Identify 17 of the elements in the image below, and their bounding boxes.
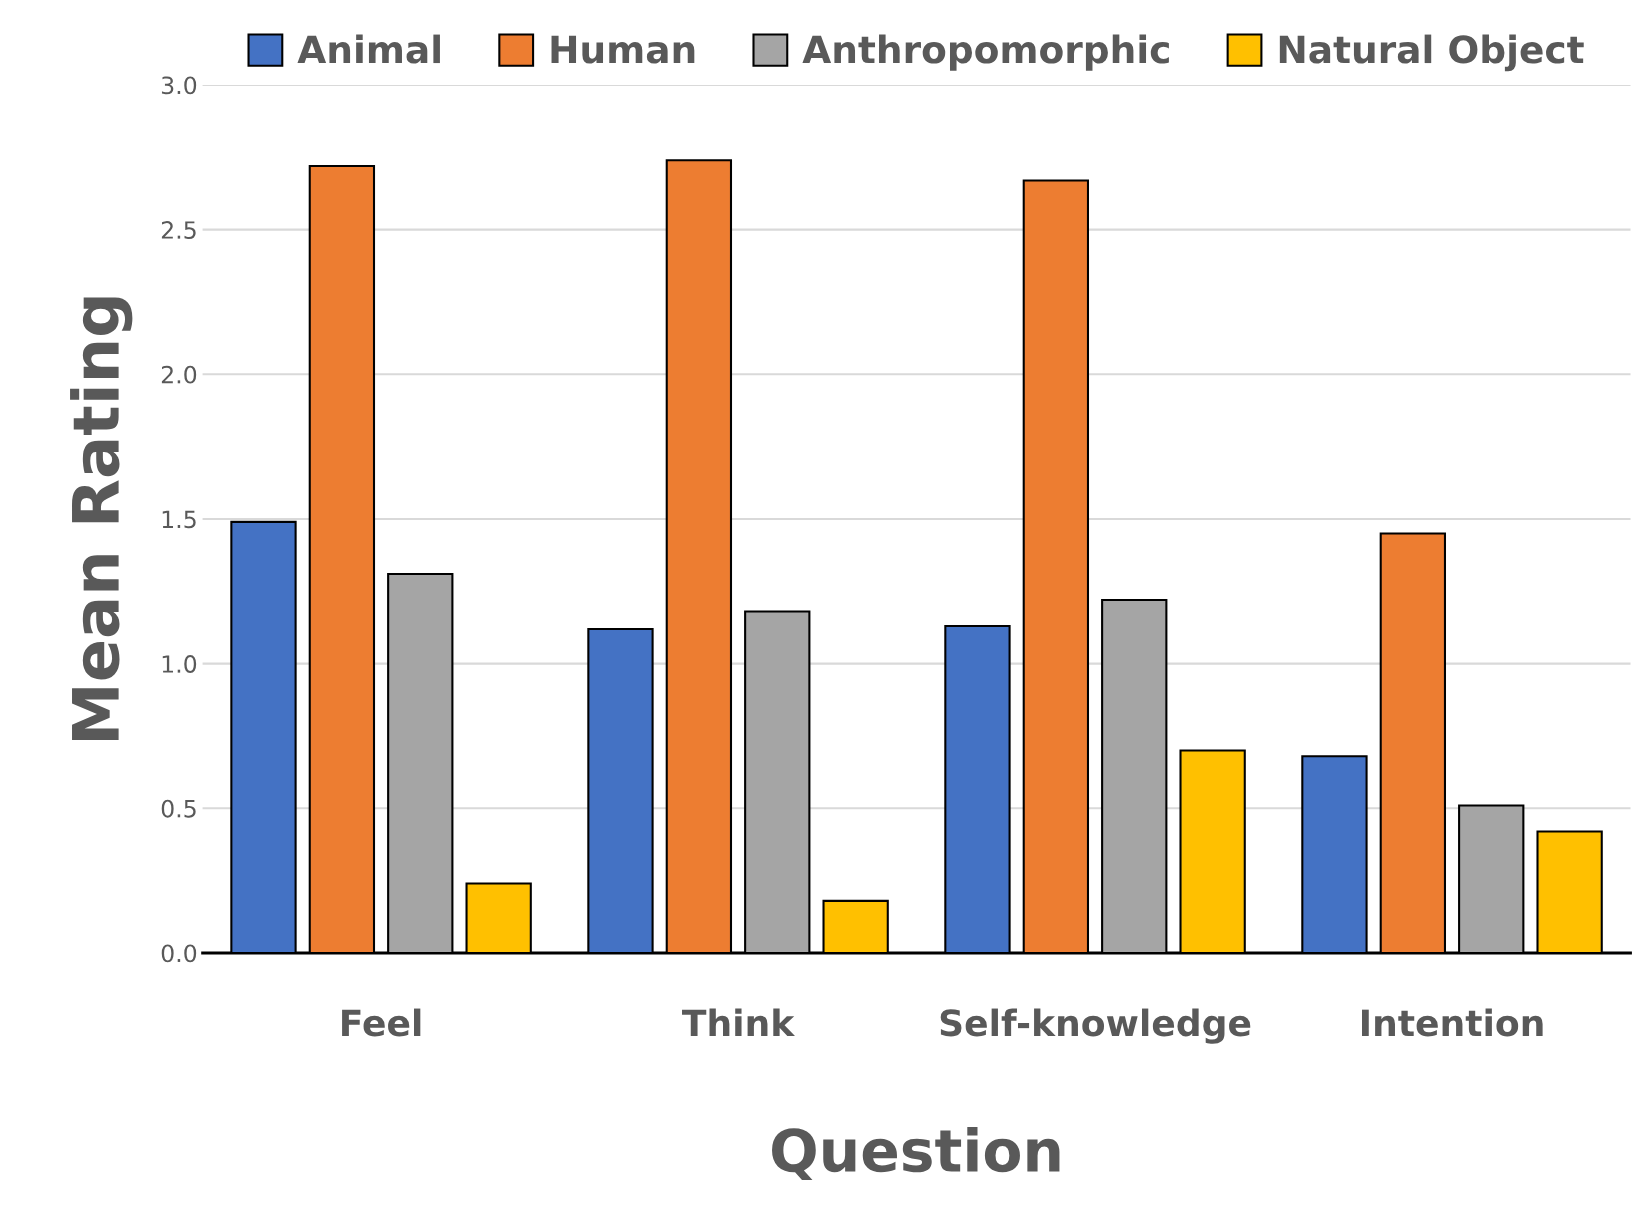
y-tick-label: 1.5 — [162, 510, 196, 529]
legend-label: Human — [551, 35, 695, 64]
x-tick-label: Think — [682, 1008, 795, 1036]
x-tick-label: Self-knowledge — [940, 1008, 1251, 1044]
legend-label: Natural Object — [1279, 34, 1584, 72]
y-tick-label: 2.0 — [161, 365, 197, 384]
x-axis-title: Question — [772, 1127, 1060, 1180]
y-tick-label: 0.0 — [161, 944, 197, 963]
y-tick-label: 0.5 — [161, 799, 196, 818]
y-tick-label: 3.0 — [161, 76, 197, 95]
x-tick-label: Intention — [1361, 1008, 1543, 1037]
y-tick-label: 1.0 — [162, 655, 197, 673]
legend-label: Animal — [297, 34, 440, 64]
x-tick-label: Feel — [342, 1008, 421, 1037]
y-axis-title: Mean Rating — [70, 297, 133, 740]
legend-label: Anthropomorphic — [802, 34, 1169, 71]
y-tick-label: 2.5 — [161, 221, 196, 239]
